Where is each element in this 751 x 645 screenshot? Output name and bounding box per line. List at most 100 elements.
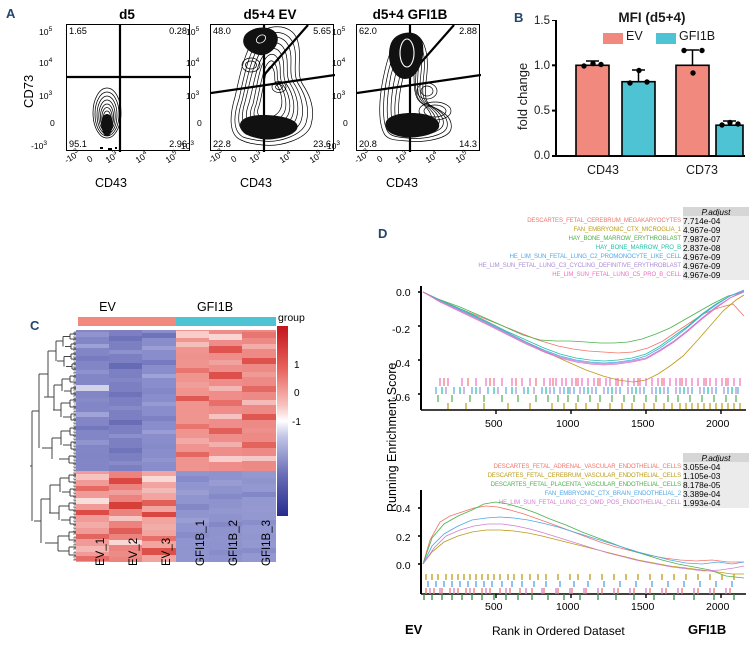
gsea-top-ytick-n02: -0.2 — [392, 324, 411, 336]
flow-plot-1-x-axis-label: CD43 — [95, 176, 127, 190]
heatmap-col-label-gfi1b-3: GFI1B_3 — [261, 519, 273, 566]
heatmap-group-bar-gfi1b — [176, 317, 276, 326]
flow2-ytick-1e4: 104 — [186, 57, 200, 68]
gsea-bottom-geneset-4: HE_LIM_SUN_FETAL_LUNG_C3_OMD_POS_ENDOTHE… — [498, 500, 681, 506]
gsea-left-end-label: EV — [405, 622, 423, 637]
flow-plot-2: 48.0 5.65 22.8 23.6 — [210, 24, 335, 152]
bar-ytick-0-0: 0.0 — [534, 150, 550, 162]
flow-ytick-1e5: 105 — [39, 26, 53, 37]
heatmap-scale-tick-0: 0 — [294, 388, 300, 399]
flow2-ytick-1e5: 105 — [186, 26, 200, 37]
gsea-right-end-label: GFI1B — [688, 622, 727, 637]
heatmap-col-label-ev-3: EV_3 — [161, 537, 173, 566]
gsea-top-plot — [418, 286, 746, 414]
gsea-bottom-plot — [418, 490, 746, 600]
heatmap-col-label-ev-2: EV_2 — [128, 537, 140, 566]
legend-label-ev: EV — [626, 29, 643, 43]
gsea-top-geneset-3: HAY_BONE_MARROW_PRO_B — [595, 245, 681, 251]
heatmap-legend-title: group — [278, 312, 305, 324]
gsea-top-xtick-2000: 2000 — [706, 418, 730, 430]
flow-plot-1-quad-lr: 2.96 — [169, 139, 187, 149]
legend-swatch-ev — [603, 33, 623, 44]
gsea-top-geneset-5: HE_LIM_SUN_FETAL_LUNG_C3_CYCLING_DEFINIT… — [478, 263, 681, 269]
gsea-bottom-xtick-1500: 1500 — [631, 601, 655, 613]
bar-ytick-0-5: 0.5 — [534, 105, 550, 117]
flow2-ytick-neg1e3: -103 — [178, 140, 195, 151]
gsea-bottom-xtick-2000: 2000 — [706, 601, 730, 613]
gsea-top-padjust-2: 7.987e-07 — [683, 234, 749, 244]
flow3-ytick-neg1e3: -103 — [324, 140, 341, 151]
gsea-bottom-padjust-1: 1.105e-03 — [683, 471, 749, 481]
gsea-top-padjust-0: 7.714e-04 — [683, 216, 749, 226]
gsea-bottom-padjust-3: 3.389e-04 — [683, 489, 749, 499]
panel-letter-c: C — [30, 318, 40, 333]
gsea-bottom-geneset-1: DESCARTES_FETAL_CEREBRUM_VASCULAR_ENDOTH… — [487, 473, 681, 479]
heatmap-col-label-gfi1b-1: GFI1B_1 — [195, 519, 207, 566]
flow-ytick-1e3: 103 — [39, 90, 53, 101]
gsea-top-padjust-3: 2.837e-08 — [683, 243, 749, 253]
gsea-top-padjust-6: 4.967e-09 — [683, 270, 749, 280]
flow-plot-1-xtick-0: 0 — [85, 153, 95, 165]
flow-plot-3: 62.0 2.88 20.8 14.3 — [356, 24, 481, 152]
flow-plot-3-quad-ur: 2.88 — [459, 26, 477, 36]
gsea-bottom-xtick-500: 500 — [485, 601, 503, 613]
flow2-ytick-0: 0 — [197, 118, 202, 128]
gsea-top-xtick-1500: 1500 — [631, 418, 655, 430]
flow-plot-2-quad-ur: 5.65 — [313, 26, 331, 36]
gsea-top-padjust-4: 4.967e-09 — [683, 252, 749, 262]
flow-plot-1: 1.65 0.28 95.1 2.96 — [66, 24, 191, 152]
flow-plot-2-quad-ul: 48.0 — [213, 26, 231, 36]
gsea-top-ytick-0: 0.0 — [396, 287, 411, 299]
flow-plot-3-quad-lr: 14.3 — [459, 139, 477, 149]
gsea-top-geneset-6: HE_LIM_SUN_FETAL_LUNG_C5_PRO_B_CELL — [552, 272, 681, 278]
flow-ytick-neg1e3: -103 — [31, 140, 48, 151]
flow-plot-1-quad-ll: 95.1 — [69, 139, 87, 149]
gsea-y-axis-label: Running Enrichment Score — [385, 362, 399, 512]
flow-plot-2-quad-lr: 23.6 — [313, 139, 331, 149]
bar-y-axis-label: fold change — [515, 62, 530, 130]
flow3-ytick-0: 0 — [343, 118, 348, 128]
heatmap-group-label-gfi1b: GFI1B — [196, 300, 234, 314]
heatmap-matrix — [76, 330, 276, 562]
gsea-bottom-geneset-3: FAN_EMBRYONIC_CTX_BRAIN_ENDOTHELIAL_2 — [544, 491, 681, 497]
bar-chart-title: MFI (d5+4) — [618, 10, 686, 25]
heatmap-scale-tick-1: 1 — [294, 360, 300, 371]
flow-plot-1-title: d5 — [119, 7, 135, 22]
gsea-top-geneset-2: HAY_BONE_MARROW_ERYTHROBLAST — [568, 236, 681, 242]
gsea-bottom-geneset-0: DESCARTES_FETAL_ADRENAL_VASCULAR_ENDOTHE… — [493, 464, 682, 470]
flow-plot-1-quad-ul: 1.65 — [69, 26, 87, 36]
gsea-x-axis-label: Rank in Ordered Dataset — [492, 624, 625, 638]
flow-plot-2-x-axis-label: CD43 — [240, 176, 272, 190]
flow-plot-3-title: d5+4 GFI1B — [372, 7, 448, 22]
gsea-top-xtick-1000: 1000 — [556, 418, 580, 430]
gsea-top-ytick-n04: -0.4 — [392, 358, 411, 370]
panel-letter-d: D — [378, 226, 388, 241]
flow2-ytick-1e3: 103 — [186, 90, 200, 101]
gsea-bottom-padjust-4: 1.993e-04 — [683, 498, 749, 508]
flow-plot-2-title: d5+4 EV — [243, 7, 297, 22]
flow3-ytick-1e3: 103 — [332, 90, 346, 101]
flow-plot-3-xtick-0: 0 — [375, 153, 385, 165]
flow-plot-2-quad-ll: 22.8 — [213, 139, 231, 149]
heatmap-col-label-ev-1: EV_1 — [95, 537, 107, 566]
heatmap-group-bar-ev — [78, 317, 176, 326]
bar-xtick-cd73: CD73 — [686, 163, 718, 177]
gsea-bottom-padjust-header: P.adjust — [683, 453, 749, 463]
gsea-top-padjust-1: 4.967e-09 — [683, 225, 749, 235]
gsea-bottom-geneset-2: DESCARTES_FETAL_PLACENTA_VASCULAR_ENDOTH… — [490, 482, 681, 488]
gsea-top-geneset-0: DESCARTES_FETAL_CEREBRUM_MEGAKARYOCYTES — [527, 218, 681, 224]
bar-xtick-cd43: CD43 — [587, 163, 619, 177]
gsea-bottom-ytick-00: 0.0 — [396, 560, 411, 572]
heatmap-col-label-gfi1b-2: GFI1B_2 — [228, 519, 240, 566]
flow-plot-3-x-axis-label: CD43 — [386, 176, 418, 190]
panel-letter-a: A — [6, 6, 16, 21]
gsea-top-ytick-n06: -0.6 — [392, 392, 411, 404]
heatmap-scale-tick-neg1: -1 — [292, 417, 301, 428]
gsea-top-xtick-500: 500 — [485, 418, 503, 430]
flow-plot-3-quad-ul: 62.0 — [359, 26, 377, 36]
bar-chart-plot — [552, 20, 745, 157]
gsea-bottom-padjust-0: 3.055e-04 — [683, 462, 749, 472]
gsea-bottom-ytick-02: 0.2 — [396, 532, 411, 544]
gsea-top-geneset-4: HE_LIM_SUN_FETAL_LUNG_C2_PROMONOCYTE_LIK… — [509, 254, 681, 260]
